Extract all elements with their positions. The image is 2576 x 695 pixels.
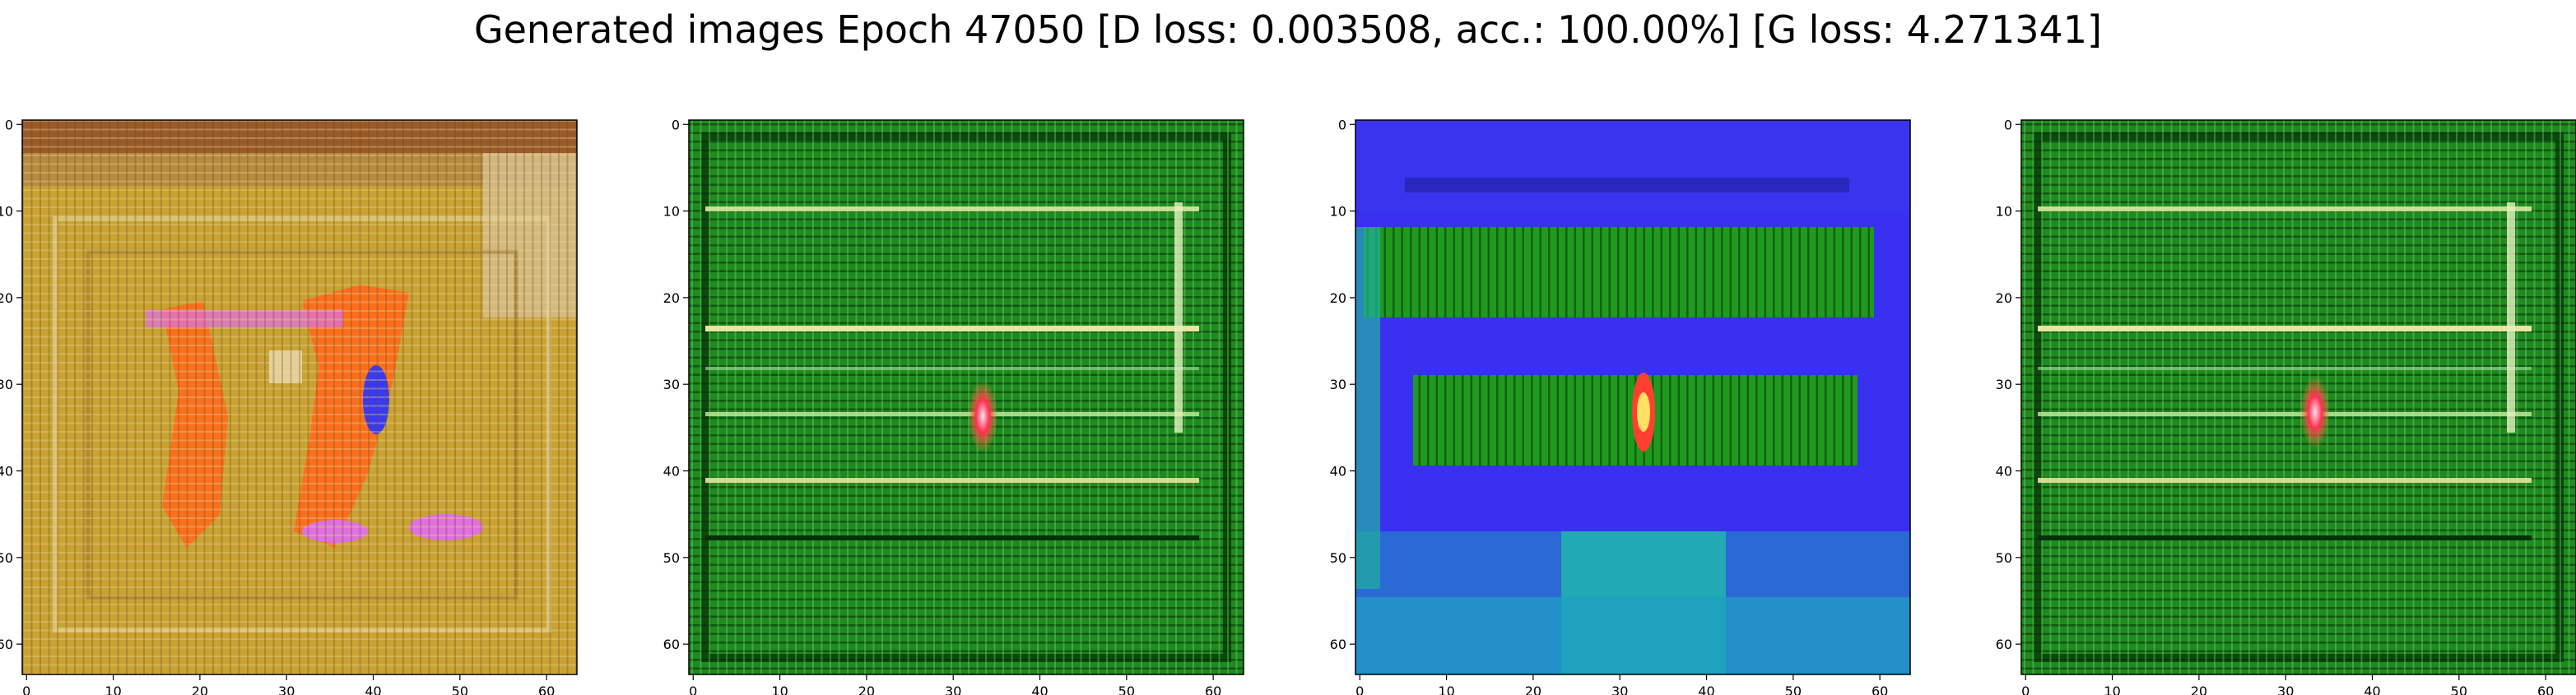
panel-4-axes-frame	[2020, 119, 2576, 675]
panel-1-x-tick-label: 60	[538, 683, 555, 695]
panel-2-y-ticks: 0 10 20 30 40 50 60	[663, 117, 689, 652]
panel-3-image	[1355, 120, 1910, 674]
panel-2-x-tick-label: 10	[771, 683, 788, 695]
panel-3-x-tick-label: 30	[1611, 683, 1628, 695]
panel-4-y-tick-label: 30	[1996, 377, 2012, 392]
panel-2-y-tick-label: 60	[663, 637, 680, 652]
panel-4-y-ticks: 0 10 20 30 40 50 60	[1996, 117, 2021, 652]
panel-4-x-tick-label: 40	[2364, 683, 2380, 695]
panel-4-x-tick-label: 30	[2277, 683, 2294, 695]
panel-3-y-ticks: 0 10 20 30 40 50 60	[1330, 117, 1355, 652]
panel-2-x-tick-label: 30	[945, 683, 961, 695]
panel-3-x-ticks: 0 10 20 30 40 50 60	[1355, 674, 1888, 695]
panel-1-x-tick-label: 50	[452, 683, 468, 695]
panel-1-x-tick-label: 40	[365, 683, 381, 695]
panel-2-x-ticks: 0 10 20 30 40 50 60	[689, 674, 1221, 695]
panel-3-y-tick-label: 60	[1330, 637, 1346, 652]
panel-4-y-tick-label: 0	[2004, 117, 2012, 132]
panel-4-x-tick-label: 10	[2104, 683, 2120, 695]
panel-2: 0 10 20 30 40 50 60 0 10 20 30 40 50 60	[663, 117, 1244, 695]
panel-1-image	[22, 120, 577, 674]
panel-4: 0 10 20 30 40 50 60 0 10 20 30 40 50 60	[1996, 117, 2576, 695]
panel-4-y-tick-label: 40	[1996, 464, 2012, 480]
panel-1-y-tick-label: 20	[0, 290, 13, 306]
panel-1-y-tick-label: 0	[5, 117, 13, 132]
panel-2-x-tick-label: 50	[1118, 683, 1135, 695]
panel-3: 0 10 20 30 40 50 60 0 10 20 30 40 50 60	[1330, 117, 1911, 695]
panel-4-x-tick-label: 50	[2451, 683, 2467, 695]
panel-2-y-tick-label: 0	[672, 117, 680, 132]
panel-4-y-tick-label: 10	[1996, 204, 2012, 220]
panel-4-y-tick-label: 50	[1996, 550, 2012, 566]
panel-4-x-tick-label: 0	[2021, 683, 2030, 695]
panel-1-x-tick-label: 10	[105, 683, 121, 695]
panel-1-axes-frame	[21, 119, 578, 675]
panel-2-x-tick-label: 20	[858, 683, 875, 695]
panel-1-y-tick-label: 30	[0, 377, 13, 392]
panel-3-y-tick-label: 0	[1338, 117, 1346, 132]
panel-3-y-tick-label: 30	[1330, 377, 1346, 392]
panel-4-x-tick-label: 20	[2191, 683, 2207, 695]
panel-1-x-tick-label: 0	[22, 683, 30, 695]
panel-1-y-tick-label: 50	[0, 550, 13, 566]
panel-3-x-tick-label: 0	[1355, 683, 1364, 695]
figure-title: Generated images Epoch 47050 [D loss: 0.…	[473, 7, 2103, 52]
panel-3-y-tick-label: 40	[1330, 464, 1346, 480]
panel-3-x-tick-label: 20	[1525, 683, 1541, 695]
panel-1-y-tick-label: 40	[0, 464, 13, 480]
panel-2-x-tick-label: 40	[1031, 683, 1048, 695]
panel-2-y-tick-label: 40	[663, 464, 680, 480]
panel-4-y-tick-label: 60	[1996, 637, 2012, 652]
panel-3-y-tick-label: 50	[1330, 550, 1346, 566]
panel-1-y-ticks: 0 10 20 30 40 50 60	[0, 117, 22, 652]
panel-3-y-tick-label: 10	[1330, 204, 1346, 220]
panel-3-x-tick-label: 50	[1785, 683, 1802, 695]
panel-2-image	[689, 120, 1244, 674]
panel-3-x-tick-label: 10	[1438, 683, 1454, 695]
panel-2-y-tick-label: 10	[663, 204, 680, 220]
panel-2-y-tick-label: 30	[663, 377, 680, 392]
panel-3-x-tick-label: 40	[1698, 683, 1714, 695]
panel-4-x-tick-label: 60	[2537, 683, 2554, 695]
panel-1: 0 10 20 30 40 50 60 0 10 20 30 40 50 60	[0, 117, 578, 695]
panel-1-x-ticks: 0 10 20 30 40 50 60	[22, 674, 555, 695]
panel-1-y-tick-label: 10	[0, 204, 13, 220]
panel-4-x-ticks: 0 10 20 30 40 50 60	[2021, 674, 2554, 695]
panel-2-y-tick-label: 50	[663, 550, 680, 566]
panel-1-y-tick-label: 60	[0, 637, 13, 652]
panel-2-axes-frame	[688, 119, 1244, 675]
panel-4-image	[2021, 120, 2576, 674]
panel-4-y-tick-label: 20	[1996, 290, 2012, 306]
panel-3-axes-frame	[1355, 119, 1911, 675]
panel-2-x-tick-label: 0	[689, 683, 697, 695]
panel-3-x-tick-label: 60	[1872, 683, 1888, 695]
panel-2-x-tick-label: 60	[1205, 683, 1221, 695]
panel-1-x-tick-label: 30	[278, 683, 295, 695]
panel-3-y-tick-label: 20	[1330, 290, 1346, 306]
panel-1-x-tick-label: 20	[192, 683, 208, 695]
panel-2-y-tick-label: 20	[663, 290, 680, 306]
